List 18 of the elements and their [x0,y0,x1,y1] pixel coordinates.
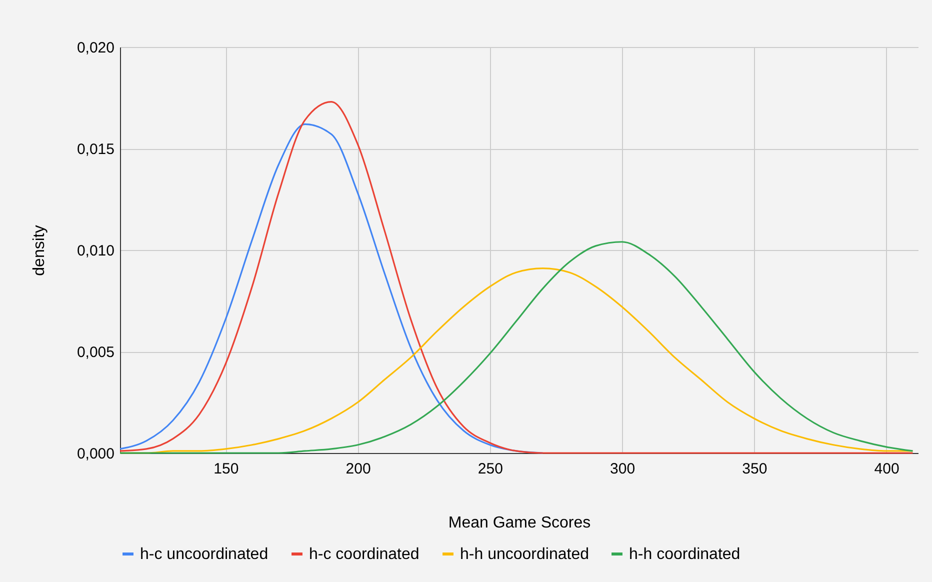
x-tick-label: 350 [742,460,768,478]
line-series [119,101,914,454]
x-tick-label: 300 [610,460,636,478]
legend-label: h-c coordinated [309,546,420,563]
x-tick-label: 250 [478,460,503,478]
y-tick-label: 0,015 [76,141,114,158]
y-tick-label: 0,005 [76,344,114,361]
y-tick-label: 0,010 [76,242,114,260]
y-tick-label: 0,020 [76,40,114,56]
legend-label: h-c uncoordinated [140,546,268,563]
y-tick-label: 0,000 [76,446,114,462]
x-tick-label: 400 [874,460,900,478]
legend-label: h-h coordinated [629,546,740,563]
y-axis-title: density [30,225,48,276]
x-axis-title: Mean Game Scores [448,514,591,532]
x-tick-label: 200 [346,460,371,478]
x-tick-label: 150 [214,460,239,478]
legend-label: h-h uncoordinated [460,546,589,563]
